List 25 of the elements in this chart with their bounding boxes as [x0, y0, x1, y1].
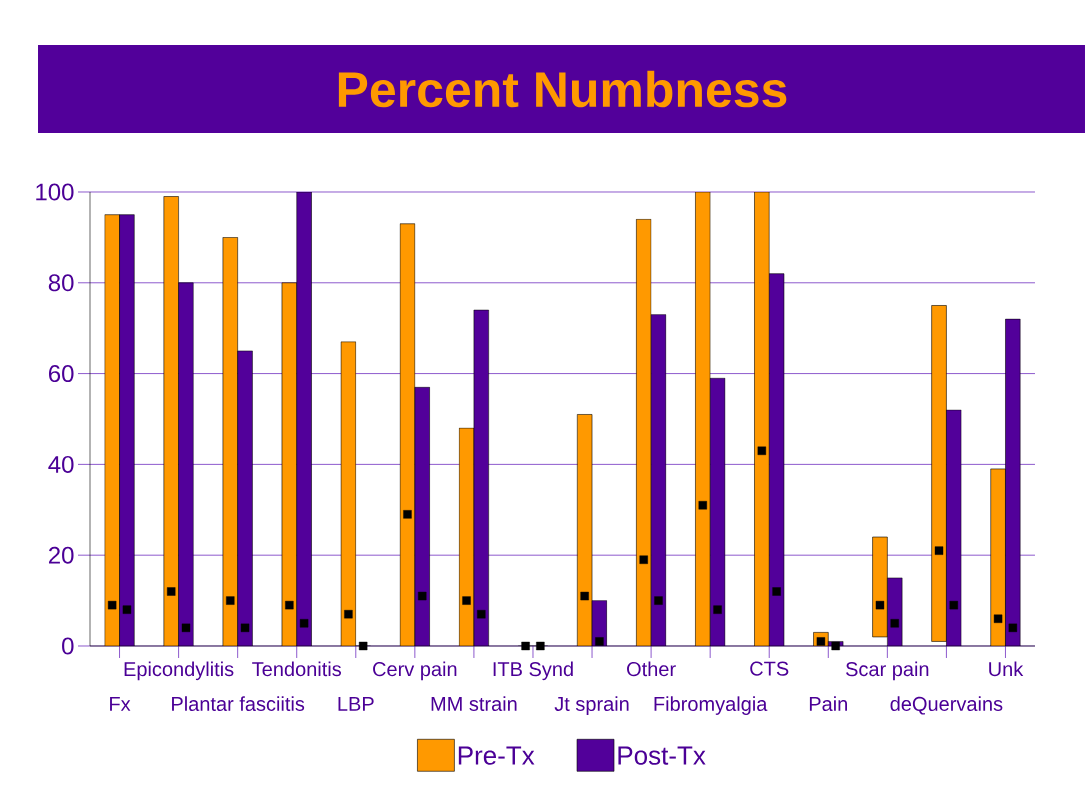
x-tick-label: Plantar fasciitis [172, 696, 305, 712]
x-tick-label: Scar pain [846, 661, 929, 681]
x-tick-label: Fibromyalgia [654, 696, 768, 715]
legend-label: Pre-Tx [458, 746, 535, 765]
x-tick-label: Other [627, 661, 676, 677]
y-tick-label: 80 [48, 274, 74, 292]
y-tick-label: 40 [48, 455, 74, 473]
x-tick-label: Cerv pain [373, 661, 457, 681]
legend-label: Post-Tx [618, 746, 706, 765]
x-tick-label: Epicondylitis [124, 661, 234, 681]
y-tick-label: 20 [48, 546, 74, 564]
x-tick-label: CTS [750, 661, 789, 676]
x-tick-label: Pain [809, 696, 847, 712]
y-tick-label: 0 [62, 637, 74, 655]
x-tick-label: Fx [110, 697, 131, 711]
x-tick-label: LBP [338, 697, 374, 711]
x-tick-label: deQuervains [890, 696, 1003, 715]
y-tick-label: 60 [49, 365, 74, 383]
x-tick-label: MM strain [431, 696, 517, 712]
x-tick-label: Jt sprain [554, 696, 629, 715]
x-tick-label: Unk [989, 661, 1024, 677]
x-tick-label: ITB Synd [493, 661, 573, 681]
chart-title: Percent Numbness [338, 70, 787, 108]
y-tick-label: 100 [36, 183, 74, 201]
x-tick-label: Tendonitis [252, 661, 342, 677]
